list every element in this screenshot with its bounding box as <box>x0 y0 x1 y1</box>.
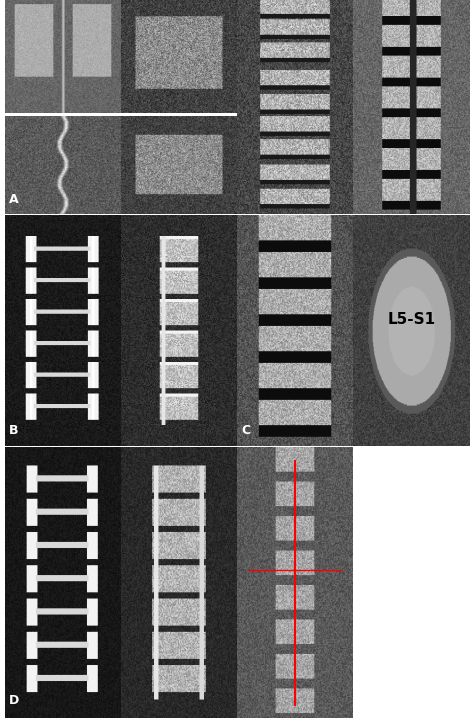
Text: B: B <box>9 423 19 436</box>
Text: L5-S1: L5-S1 <box>387 312 435 326</box>
Text: D: D <box>9 694 19 707</box>
Text: A: A <box>9 193 19 206</box>
Text: C: C <box>242 423 251 436</box>
